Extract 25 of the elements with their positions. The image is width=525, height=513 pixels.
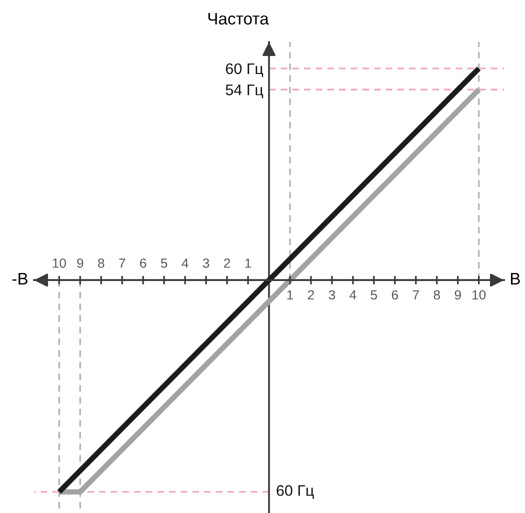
x2-tick-label: 7 bbox=[412, 290, 419, 300]
x-tick-label: 2 bbox=[224, 258, 230, 268]
x-tick-label: 1 bbox=[245, 258, 252, 268]
x-tick-label: 6 bbox=[140, 258, 146, 268]
y-tick-label: 54 Гц bbox=[226, 84, 264, 98]
x-tick-label: 10 bbox=[52, 258, 66, 268]
x2-tick-label: 9 bbox=[454, 290, 461, 300]
x-tick-label: 8 bbox=[98, 258, 104, 268]
x2-tick-label: 2 bbox=[308, 290, 314, 300]
text: -В bbox=[12, 272, 28, 284]
x2-tick-label: 6 bbox=[392, 290, 398, 300]
x2-tick-label: 4 bbox=[350, 290, 356, 300]
x-tick-label: 7 bbox=[119, 258, 126, 268]
x-tick-label: 3 bbox=[202, 258, 210, 268]
x2-tick-label: 10 bbox=[472, 290, 486, 300]
x-tick-label: 9 bbox=[77, 258, 84, 268]
annotation: 60 Гц bbox=[276, 485, 314, 499]
x2-tick-label: 5 bbox=[370, 290, 378, 300]
x-axis-title: В bbox=[511, 272, 520, 284]
x-tick-label: 4 bbox=[182, 258, 188, 268]
x2-tick-label: 3 bbox=[328, 290, 336, 300]
x-tick-label: 5 bbox=[160, 258, 168, 268]
y-axis-title: Частота bbox=[208, 12, 269, 25]
x2-tick-label: 1 bbox=[287, 290, 294, 300]
x2-tick-label: 8 bbox=[434, 290, 440, 300]
